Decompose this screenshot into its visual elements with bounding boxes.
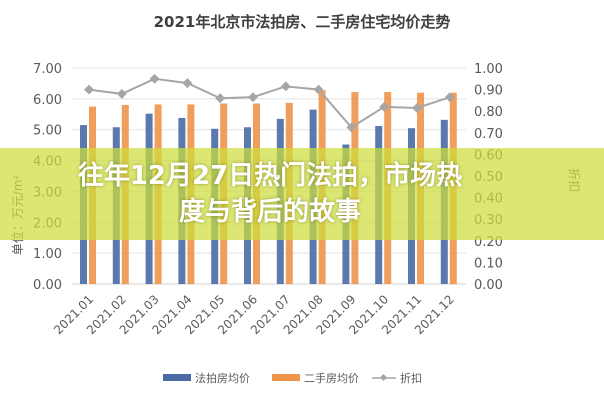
y-tick-label: 6.00 — [33, 93, 62, 108]
y2-tick-label: 0.90 — [474, 84, 503, 99]
legend-label-discount: 折扣 — [400, 371, 422, 385]
discount-line — [88, 77, 451, 129]
y2-tick-label: 0.10 — [474, 256, 503, 271]
discount-point — [215, 93, 226, 104]
y2-tick-label: 0.70 — [474, 127, 503, 142]
y2-tick-label: 0.80 — [474, 105, 503, 120]
discount-point — [280, 81, 291, 92]
legend-label-resale: 二手房均价 — [304, 371, 359, 385]
overlay-title: 往年12月27日热门法拍，市场热度与背后的故事 — [77, 161, 463, 227]
discount-point — [116, 88, 127, 99]
y2-tick-label: 0.00 — [474, 278, 503, 293]
chart-title: 2021年北京市法拍房、二手房住宅均价走势 — [154, 13, 451, 31]
y2-tick-label: 1.00 — [474, 62, 503, 77]
legend-swatch-auction — [163, 374, 191, 381]
legend-swatch-resale — [272, 374, 300, 381]
y-tick-label: 7.00 — [33, 62, 62, 77]
legend-label-auction: 法拍房均价 — [195, 371, 250, 385]
legend: 法拍房均价 二手房均价 折扣 — [163, 371, 422, 385]
title-banner — [0, 148, 604, 240]
y-tick-label: 5.00 — [33, 124, 62, 139]
discount-point — [182, 78, 193, 89]
y-tick-label: 0.00 — [33, 278, 62, 293]
discount-point — [248, 92, 258, 103]
discount-point — [149, 73, 160, 84]
discount-point — [84, 84, 94, 95]
y-tick-label: 1.00 — [33, 247, 62, 262]
